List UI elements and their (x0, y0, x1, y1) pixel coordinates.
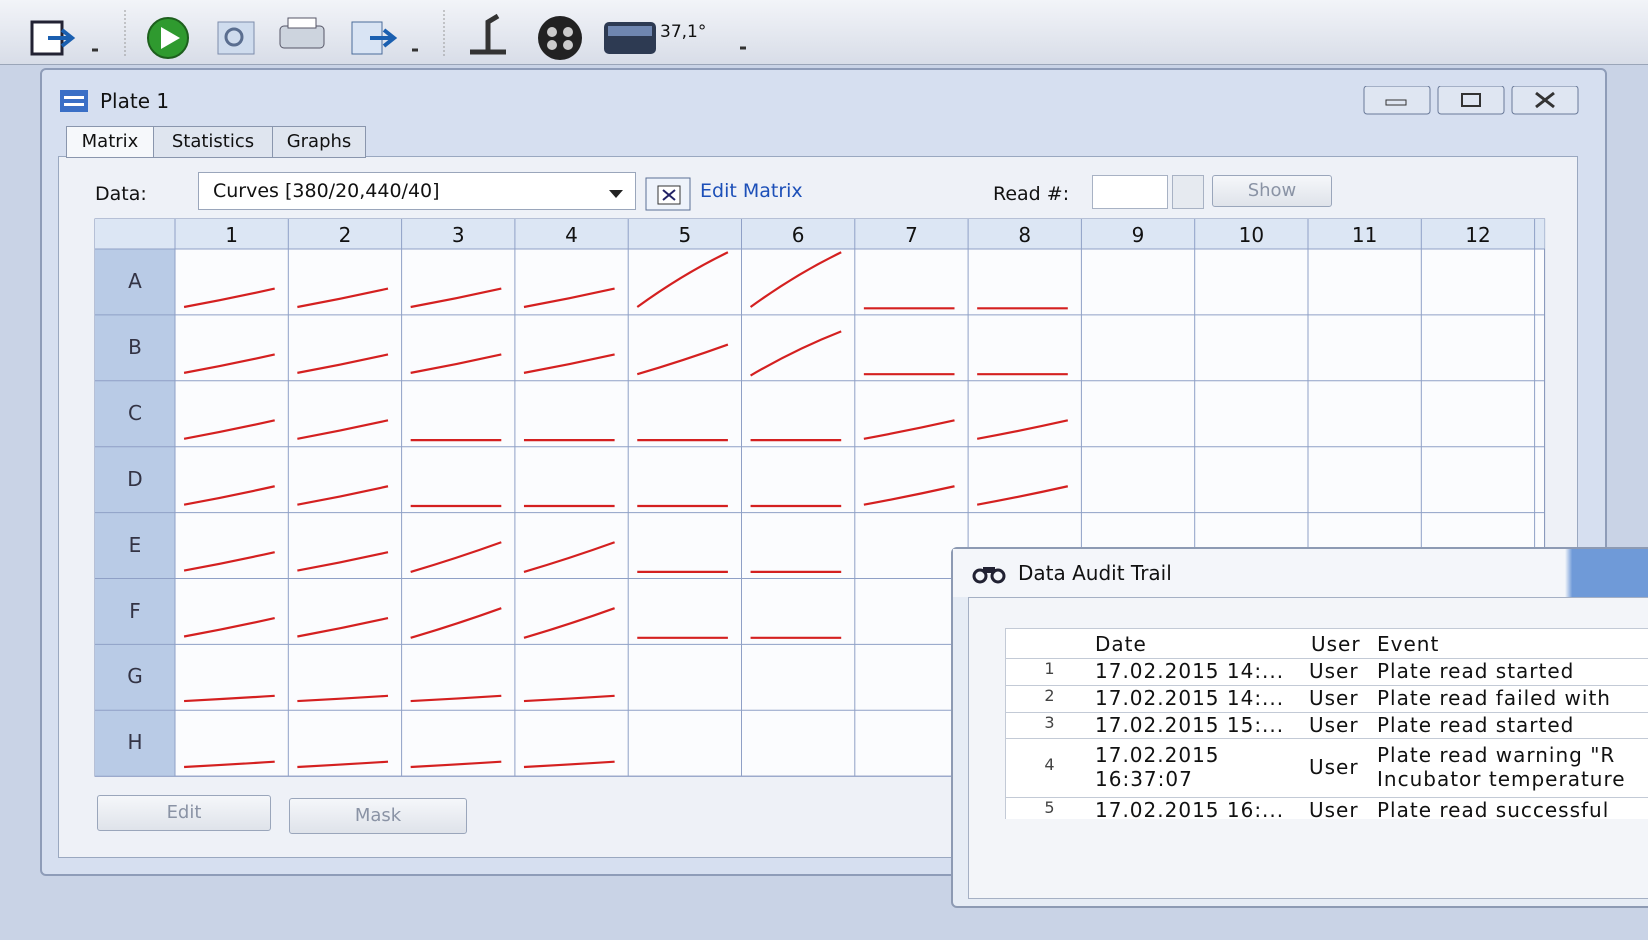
audit-cell: 17.02.2015 15:... (1095, 713, 1311, 737)
column-header: 5 (628, 223, 741, 247)
audit-cell: Incubator temperature (1377, 767, 1648, 791)
audit-cell: Plate read started (1377, 659, 1648, 683)
column-header: 9 (1081, 223, 1194, 247)
tab[interactable]: Statistics (153, 126, 273, 158)
audit-icon (971, 563, 1007, 585)
column-header: 4 (515, 223, 628, 247)
audit-cell: User (1309, 798, 1375, 822)
column-header: 12 (1421, 223, 1534, 247)
row-header: G (95, 664, 175, 688)
audit-cell: 5 (1007, 798, 1093, 817)
audit-title: Data Audit Trail (1018, 561, 1172, 585)
audit-header: User (1311, 632, 1377, 656)
audit-cell: Plate read successful (1377, 798, 1648, 822)
row-header: A (95, 269, 175, 293)
column-header: 6 (742, 223, 855, 247)
row-header: D (95, 467, 175, 491)
audit-cell: 17.02.2015 14:... (1095, 686, 1311, 710)
audit-cell: 17.02.2015 (1095, 743, 1311, 767)
column-header: 8 (968, 223, 1081, 247)
column-header: 10 (1195, 223, 1308, 247)
column-header: 3 (402, 223, 515, 247)
row-header: E (95, 533, 175, 557)
audit-cell: User (1309, 659, 1375, 683)
audit-cell: 2 (1007, 686, 1093, 705)
audit-cell: 17.02.2015 16:... (1095, 798, 1311, 822)
button[interactable]: Edit (97, 795, 271, 831)
audit-row-line (1005, 738, 1648, 739)
audit-cell: 3 (1007, 713, 1093, 732)
column-header: 7 (855, 223, 968, 247)
row-header: B (95, 335, 175, 359)
audit-header: Event (1377, 632, 1648, 656)
audit-cell: Plate read warning "R (1377, 743, 1648, 767)
audit-header: Date (1095, 632, 1311, 656)
tab[interactable]: Graphs (272, 126, 366, 158)
audit-cell: Plate read failed with (1377, 686, 1648, 710)
column-header: 1 (175, 223, 288, 247)
row-header: H (95, 730, 175, 754)
audit-cell: User (1309, 755, 1375, 779)
audit-cell: User (1309, 686, 1375, 710)
row-header: F (95, 599, 175, 623)
row-header: C (95, 401, 175, 425)
audit-cell: Plate read started (1377, 713, 1648, 737)
audit-cell: 4 (1007, 755, 1093, 774)
audit-cell: 16:37:07 (1095, 767, 1311, 791)
screen: 37,1° Plate 1 Data: Curves [380/20,440/4… (0, 0, 1648, 940)
audit-cell: 17.02.2015 14:... (1095, 659, 1311, 683)
tab[interactable]: Matrix (66, 126, 154, 158)
column-header: 2 (288, 223, 401, 247)
audit-cell: 1 (1007, 659, 1093, 678)
button[interactable]: Mask (289, 798, 467, 834)
audit-cell: User (1309, 713, 1375, 737)
column-header: 11 (1308, 223, 1421, 247)
